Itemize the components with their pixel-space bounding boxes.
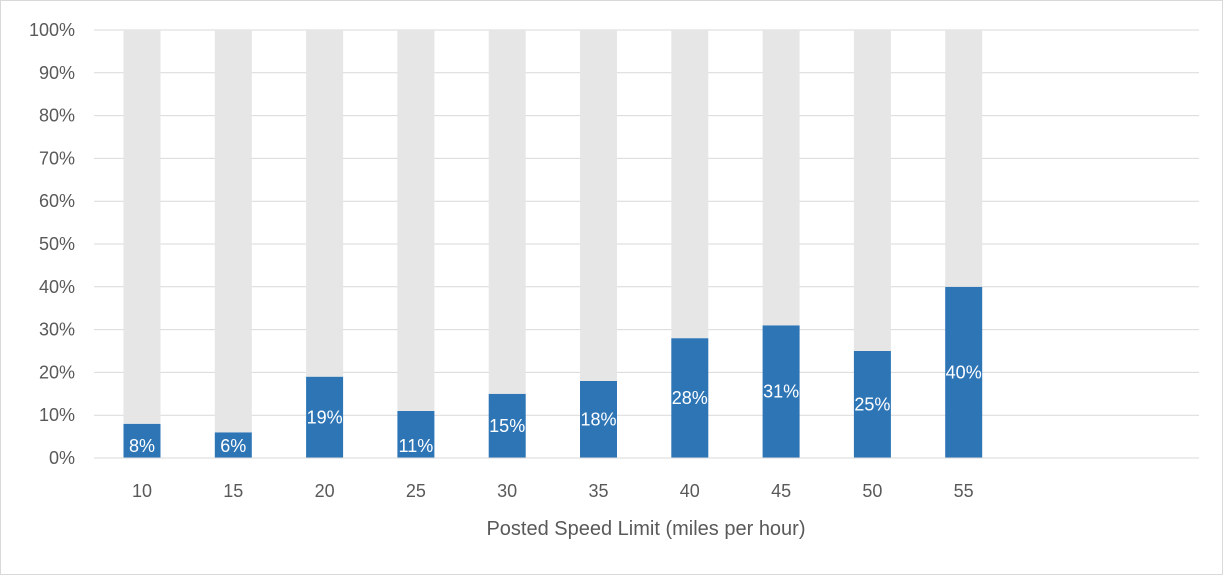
data-label: 31%	[763, 382, 799, 402]
bar-share	[580, 380, 617, 458]
bar-remainder	[123, 30, 161, 424]
y-tick-label: 90%	[39, 63, 75, 83]
y-tick-label: 100%	[29, 20, 75, 40]
x-tick-label: 50	[862, 481, 882, 501]
x-tick-label: 45	[771, 481, 791, 501]
bar-remainder	[671, 30, 709, 339]
data-label: 40%	[946, 362, 982, 382]
bar-share	[853, 351, 891, 458]
x-tick-label: 25	[406, 481, 426, 501]
y-tick-label: 10%	[39, 405, 75, 425]
bar-remainder	[306, 30, 344, 377]
gridlines	[94, 29, 1199, 416]
x-tick-label: 55	[954, 481, 974, 501]
bar-remainder	[853, 30, 891, 351]
x-tick-label: 10	[132, 481, 152, 501]
data-label: 15%	[489, 416, 525, 436]
x-tick-label: 20	[315, 481, 335, 501]
bar-share	[762, 325, 800, 458]
bar-remainder	[762, 30, 800, 326]
data-label: 25%	[854, 395, 890, 415]
bar-share	[488, 393, 526, 458]
data-label: 19%	[307, 407, 343, 427]
y-tick-label: 80%	[39, 106, 75, 126]
x-tick-label: 15	[223, 481, 243, 501]
bar-remainder	[397, 30, 435, 411]
x-axis-ticks: 10 15 20 25 30 35 40 45 50 55	[132, 481, 974, 501]
bar-share	[123, 423, 161, 458]
bar-share	[306, 376, 344, 458]
y-tick-label: 50%	[39, 234, 75, 254]
x-tick-label: 30	[497, 481, 517, 501]
data-label: 28%	[672, 388, 708, 408]
y-axis-ticks: 0% 10% 20% 30% 40% 50% 60% 70% 80% 90% 100%	[29, 20, 75, 468]
bar-remainder	[488, 30, 526, 394]
bar-share	[214, 432, 252, 458]
data-label: 6%	[220, 436, 246, 456]
y-tick-label: 40%	[39, 277, 75, 297]
data-label: 11%	[399, 436, 434, 456]
data-label: 8%	[129, 436, 155, 456]
bars: 8% 6% 19% 11% 15% 18% 28% 31% 25% 40%	[123, 30, 983, 458]
bar-remainder	[214, 30, 252, 433]
y-tick-label: 0%	[49, 448, 75, 468]
y-tick-label: 20%	[39, 362, 75, 382]
x-tick-label: 40	[680, 481, 700, 501]
bar-share	[397, 410, 435, 458]
y-tick-label: 60%	[39, 191, 75, 211]
data-label: 18%	[580, 409, 616, 429]
y-tick-label: 30%	[39, 320, 75, 340]
bar-share	[945, 286, 983, 458]
bar-remainder	[945, 30, 983, 287]
bar-share	[671, 338, 709, 458]
x-tick-label: 35	[588, 481, 608, 501]
x-axis-title: Posted Speed Limit (miles per hour)	[486, 518, 805, 540]
bar-remainder	[580, 30, 617, 381]
y-tick-label: 70%	[39, 148, 75, 168]
